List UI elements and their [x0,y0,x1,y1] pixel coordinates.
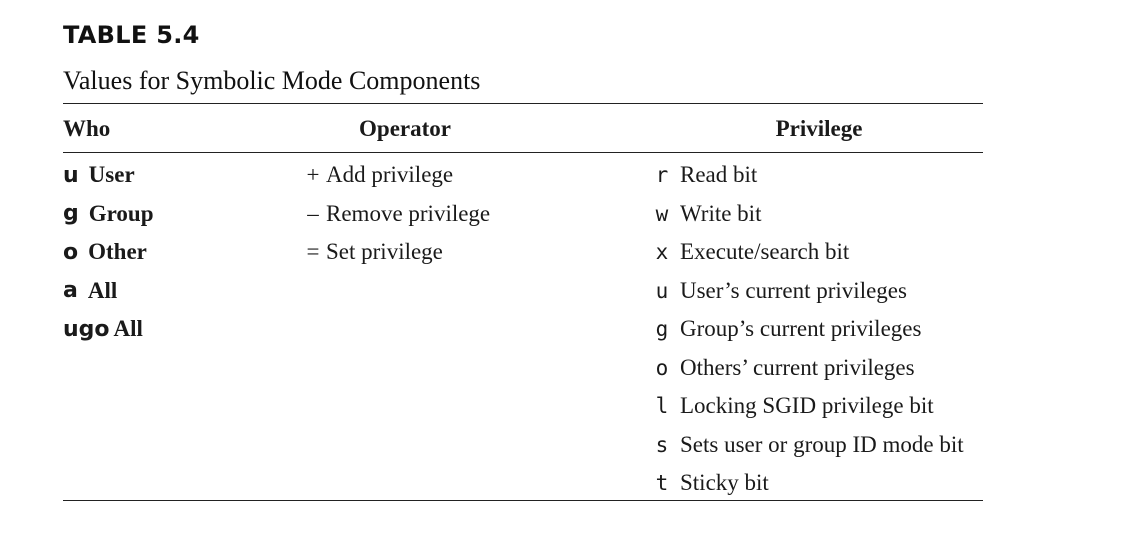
table-number: TABLE 5.4 [63,21,200,49]
operator-symbol: = [306,239,320,265]
header-rule [63,152,983,153]
header-operator: Operator [359,116,451,141]
who-code: ugo [63,316,110,342]
privilege-code: w [655,201,669,226]
privilege-code: x [655,240,669,265]
who-column: u User g Group o Other a All ugo All [63,156,154,349]
privilege-label: Write bit [680,200,762,226]
header-privilege: Privilege [775,116,863,141]
who-code: g [63,201,79,227]
header-who: Who [63,116,111,141]
who-label: All [113,316,143,342]
who-label: Group [88,200,154,226]
privilege-label: Execute/search bit [680,239,850,265]
privilege-label: Sticky bit [680,470,769,496]
who-label: All [87,277,118,303]
operator-label: Add privilege [326,162,454,188]
privilege-label: User’s current privileges [680,277,907,303]
privilege-row: x Execute/search bit [655,233,964,272]
privilege-code: t [655,471,669,496]
who-row: ugo All [63,310,154,349]
who-row: g Group [63,195,154,234]
who-row: a All [63,272,154,311]
top-rule [63,103,983,104]
privilege-code: s [655,432,669,457]
privilege-row: t Sticky bit [655,464,964,503]
privilege-code: r [655,163,669,188]
operator-label: Remove privilege [326,200,491,226]
privilege-row: s Sets user or group ID mode bit [655,426,964,465]
table-caption: Values for Symbolic Mode Components [63,66,481,95]
who-label: Other [88,239,147,265]
operator-row: = Set privilege [306,233,490,272]
who-label: User [88,162,135,188]
who-row: o Other [63,233,154,272]
operator-row: + Add privilege [306,156,490,195]
privilege-label: Read bit [680,162,758,188]
who-code: o [63,239,79,265]
privilege-label: Others’ current privileges [680,354,915,380]
operator-column: + Add privilege – Remove privilege = Set… [306,156,491,272]
operator-row: – Remove privilege [306,195,490,234]
privilege-row: r Read bit [655,156,964,195]
privilege-label: Locking SGID privilege bit [680,393,934,419]
privilege-code: g [655,317,669,342]
privilege-row: w Write bit [655,195,964,234]
privilege-code: u [655,278,669,303]
privilege-row: u User’s current privileges [655,272,964,311]
privilege-label: Group’s current privileges [680,316,922,342]
operator-symbol: – [307,200,319,226]
privilege-row: g Group’s current privileges [655,310,964,349]
privilege-row: o Others’ current privileges [655,349,964,388]
who-row: u User [63,156,154,195]
privilege-code: l [655,394,669,419]
who-code: a [63,278,78,304]
operator-symbol: + [306,162,320,188]
privilege-label: Sets user or group ID mode bit [680,431,964,457]
operator-label: Set privilege [326,239,443,265]
privilege-row: l Locking SGID privilege bit [655,387,964,426]
bottom-rule [63,500,983,501]
privilege-code: o [655,355,669,380]
who-code: u [63,162,79,188]
privilege-column: r Read bit w Write bit x Execute/search … [655,156,964,503]
